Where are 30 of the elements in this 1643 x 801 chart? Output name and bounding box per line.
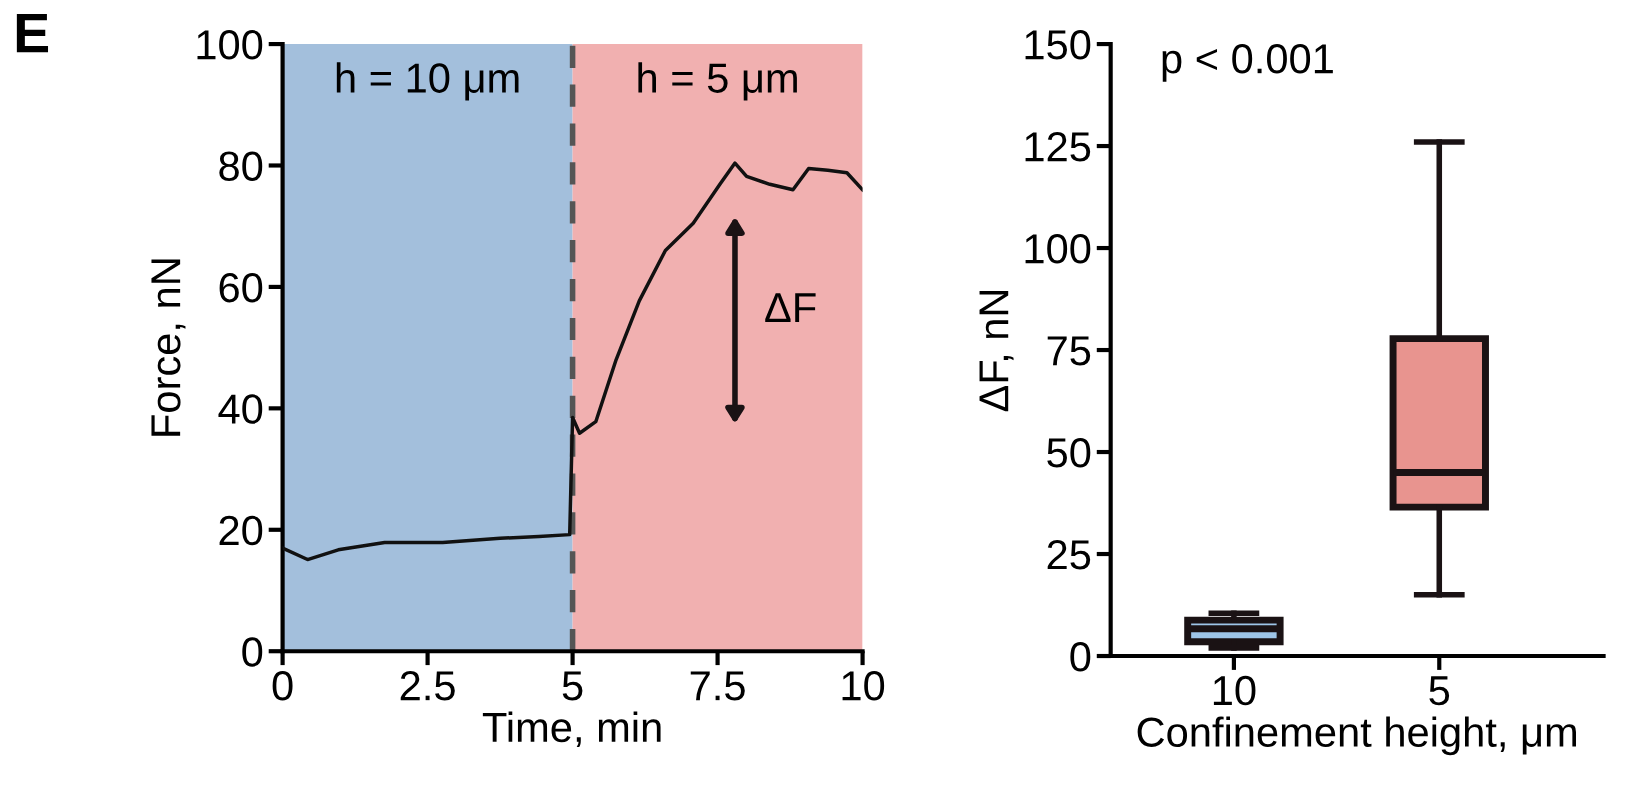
y-axis-title: Force, nN [151,259,186,436]
x-axis-title: Time, min [482,711,661,748]
y-tick-label: 125 [1025,132,1091,162]
band-label: h = 5 μm [638,62,797,101]
y-tick-label: 0 [242,637,263,667]
y-tick-label: 25 [1047,540,1091,570]
x-tick-label: 10 [842,671,885,701]
y-tick-label: 100 [197,30,263,60]
x-tick-label: 7.5 [690,671,745,701]
y-tick-label: 0 [1070,642,1091,672]
annotation: ΔF [765,293,816,322]
x-tick-label: 5 [1429,676,1450,706]
x-tick-label: 10 [1213,675,1256,706]
y-tick-label: 80 [219,151,263,181]
y-axis-title: ΔF, nN [979,290,1014,412]
y-tick-label: 100 [1025,234,1091,264]
y-tick-label: 50 [1047,438,1091,468]
line-series [282,161,863,562]
text: E [16,14,49,53]
x-axis-title: Confinement height, μm [1137,716,1576,756]
y-tick-label: 60 [219,272,263,303]
y-tick-label: 75 [1047,336,1091,366]
y-tick-label: 40 [218,394,263,424]
y-tick-label: 150 [1025,30,1091,60]
x-tick-label: 0 [272,671,293,701]
band-label: h = 10 μm [336,62,519,101]
x-tick-label: 2.5 [400,671,455,701]
y-tick-label: 20 [219,515,263,546]
annotation: p < 0.001 [1162,44,1333,82]
x-tick-label: 5 [562,671,583,701]
